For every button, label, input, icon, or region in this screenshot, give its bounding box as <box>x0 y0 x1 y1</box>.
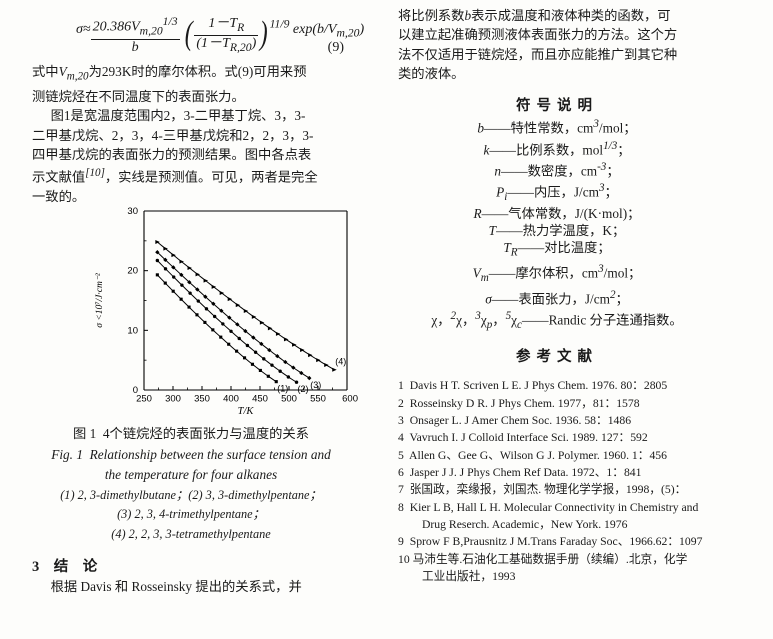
svg-text:20: 20 <box>127 266 138 277</box>
svg-text:30: 30 <box>127 206 138 217</box>
svg-text:550: 550 <box>310 394 326 405</box>
svg-text:10: 10 <box>127 325 138 336</box>
svg-text:(4): (4) <box>335 357 346 367</box>
svg-text:350: 350 <box>194 394 210 405</box>
svg-text:(2): (2) <box>298 384 309 394</box>
svg-text:600: 600 <box>342 394 358 405</box>
svg-text:500: 500 <box>281 394 297 405</box>
svg-text:250: 250 <box>136 394 152 405</box>
svg-text:T/K: T/K <box>238 406 255 417</box>
svg-text:(3): (3) <box>310 380 321 390</box>
svg-text:(1): (1) <box>277 384 288 394</box>
svg-text:400: 400 <box>223 394 239 405</box>
svg-text:450: 450 <box>252 394 268 405</box>
svg-text:300: 300 <box>165 394 181 405</box>
svg-text:σ <10⁷/J·cm⁻²: σ <10⁷/J·cm⁻² <box>95 273 105 328</box>
